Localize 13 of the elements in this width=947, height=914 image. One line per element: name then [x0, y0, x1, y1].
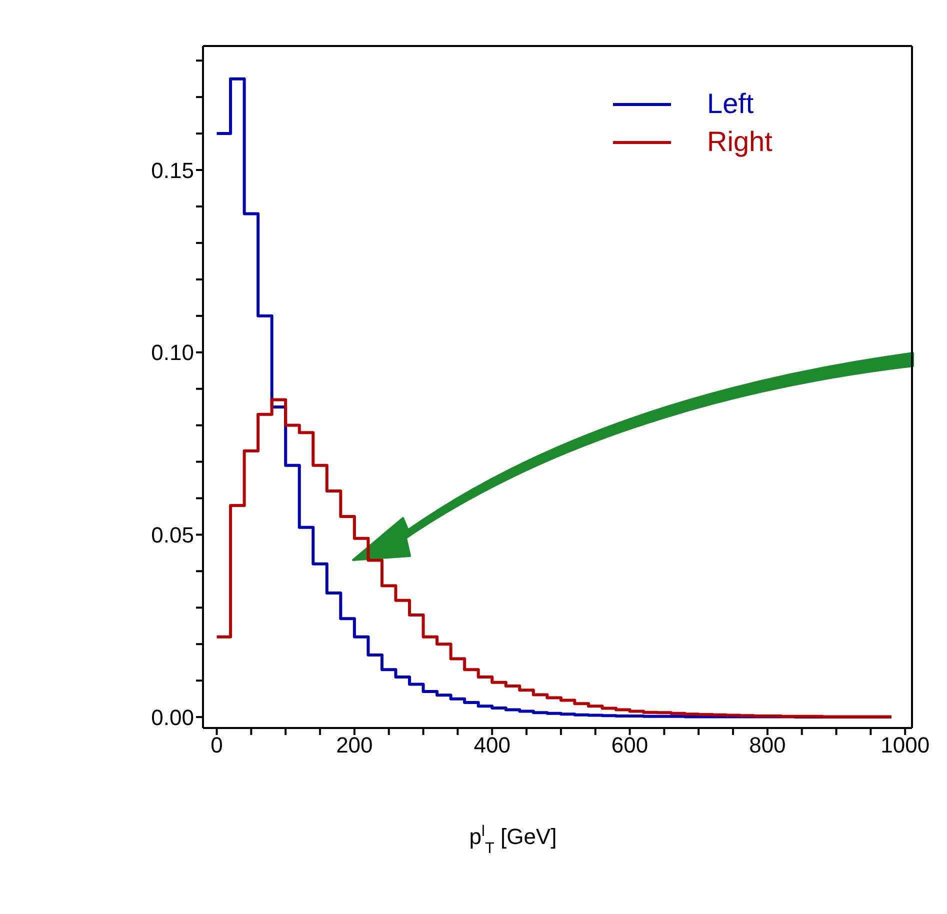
legend-label: Left	[707, 87, 754, 121]
x-axis-title: p$^{l}$$_{T}$ [GeV]	[469, 822, 557, 856]
y-tick-label: 0.05	[151, 522, 194, 548]
x-tick-label: 400	[474, 732, 510, 758]
x-tick-label: 800	[749, 732, 786, 758]
y-tick-label: 0.15	[151, 158, 194, 183]
legend-label: Right	[707, 125, 772, 159]
y-tick-label: 0.00	[151, 704, 194, 730]
x-tick-label: 1000	[880, 732, 930, 758]
x-tick-label: 600	[611, 732, 648, 758]
y-tick-label: 0.10	[151, 340, 194, 366]
x-tick-label: 200	[336, 732, 373, 758]
x-tick-label: 0	[210, 732, 223, 758]
